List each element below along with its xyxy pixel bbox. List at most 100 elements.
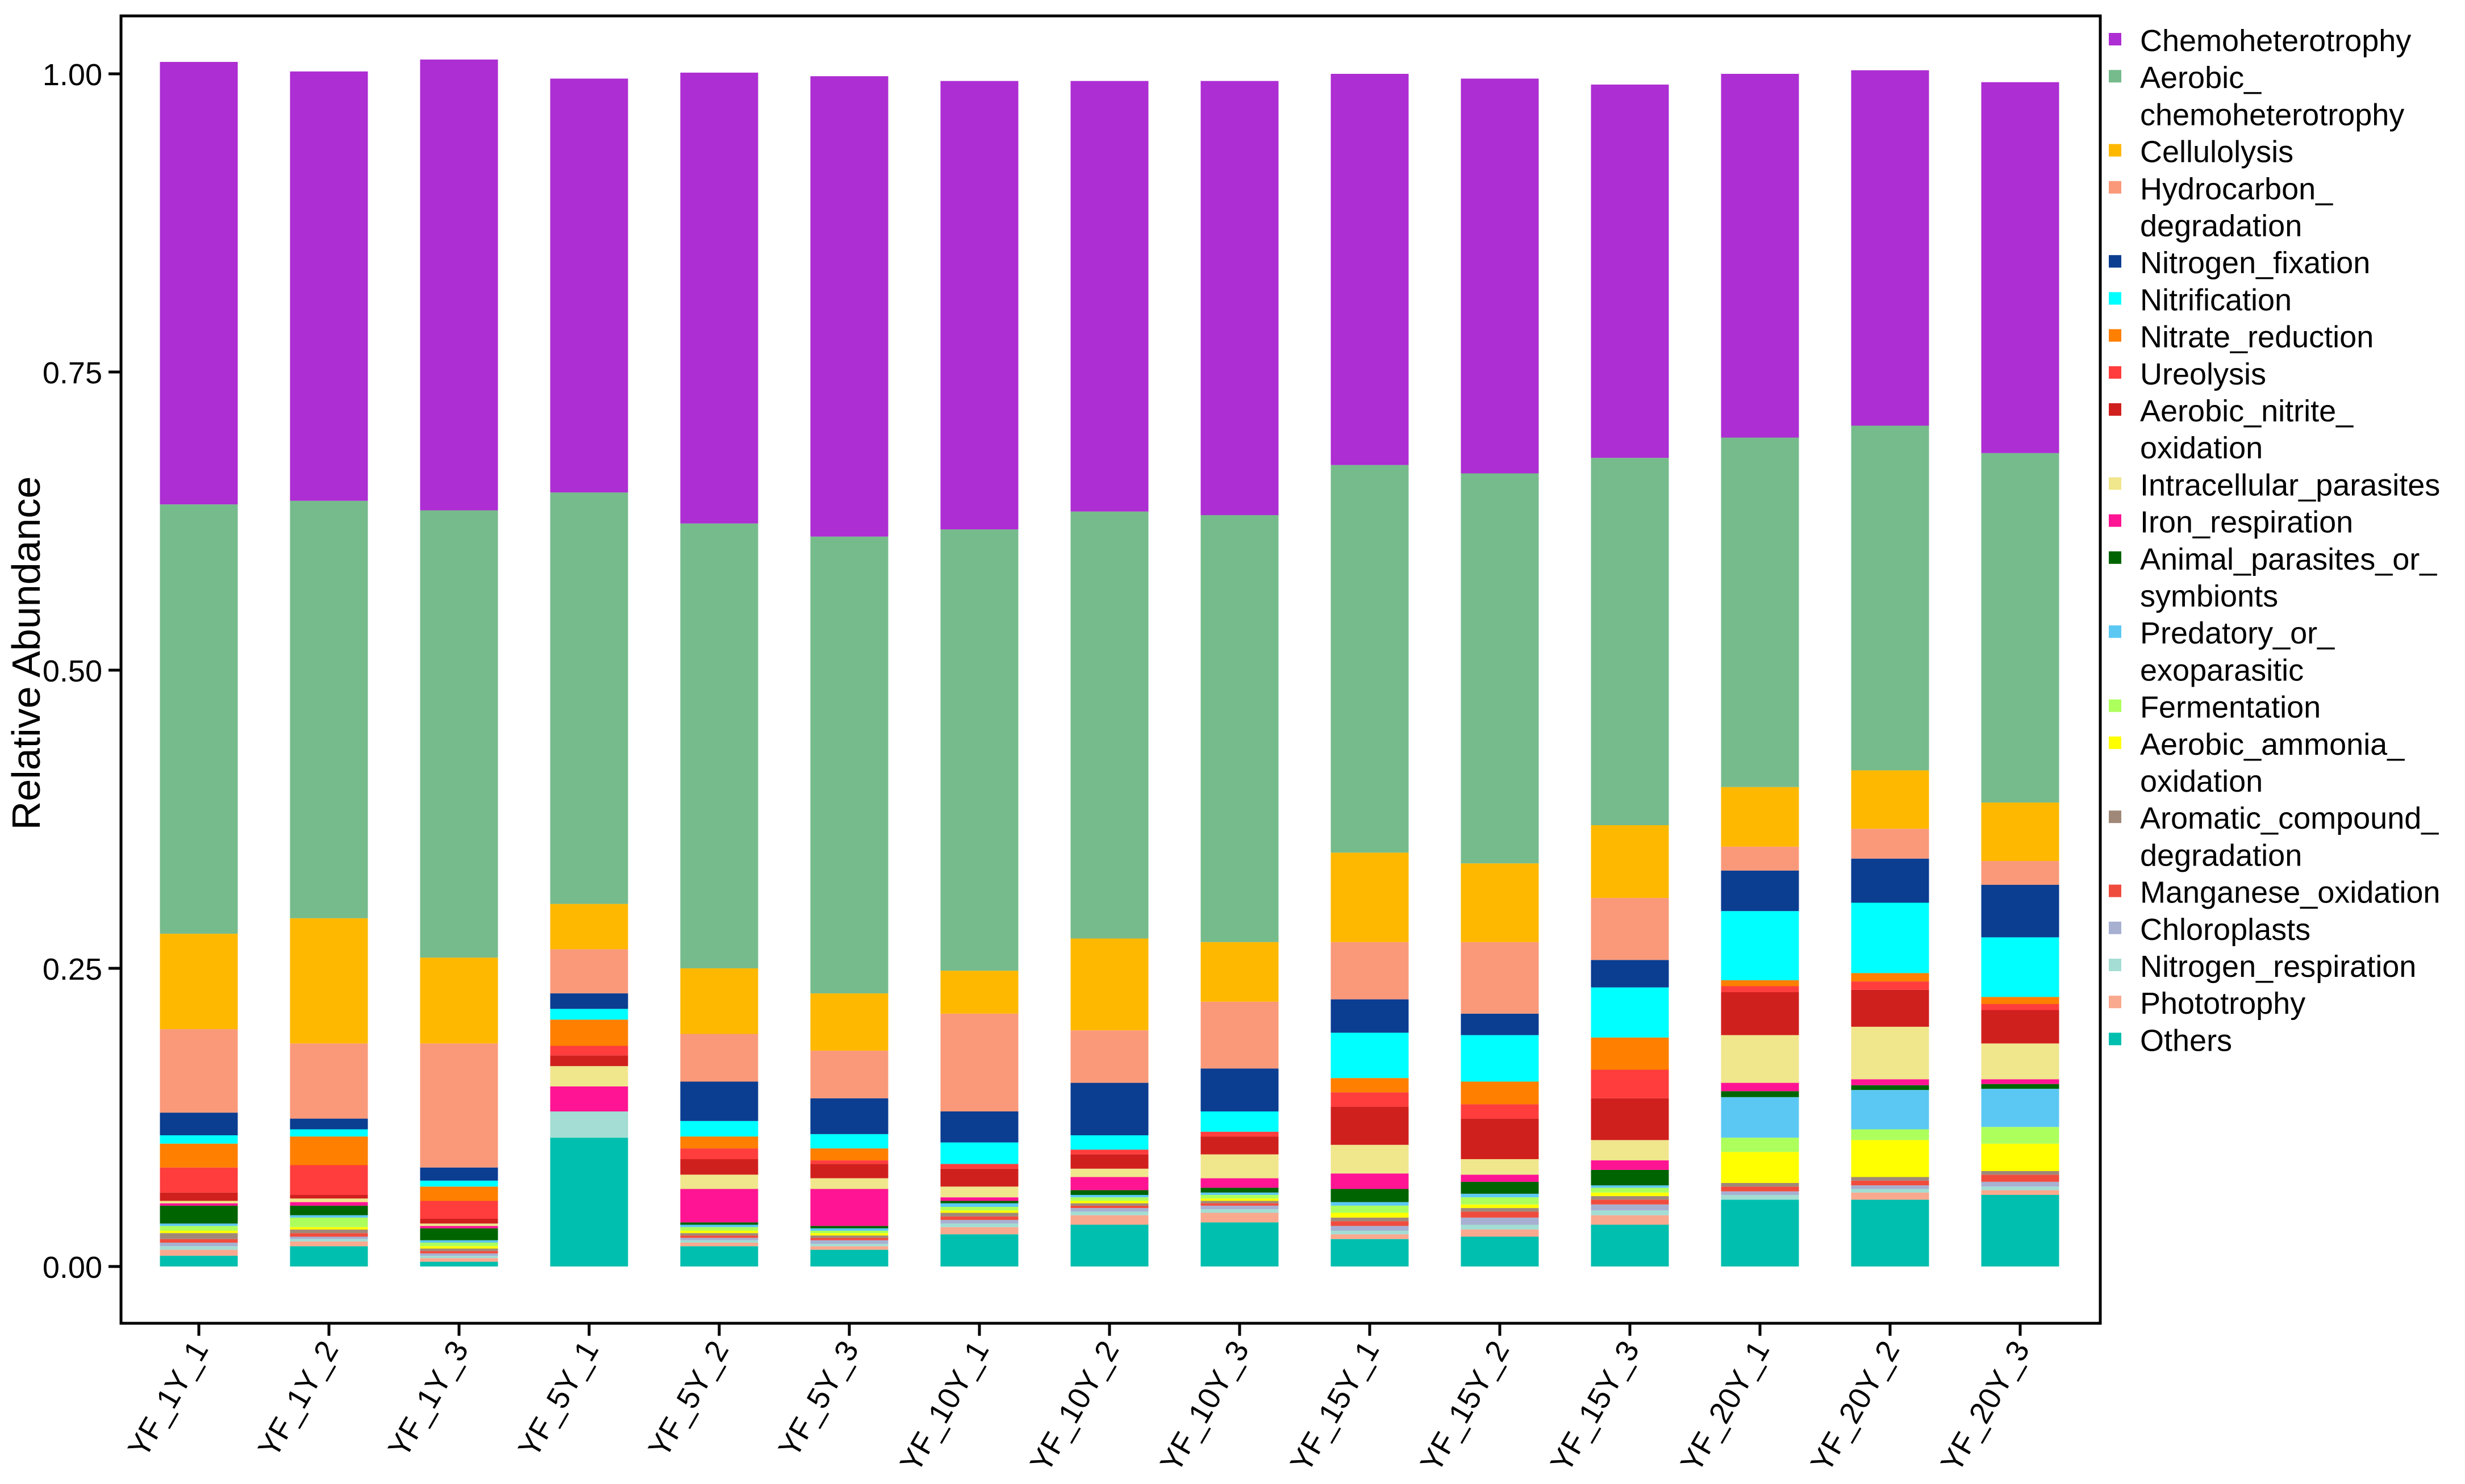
bar-segment-Aromatic_compound_degradation-YF_10Y_3: [1200, 1201, 1279, 1203]
legend-label: Others: [2140, 1023, 2232, 1057]
bar-stack-YF_1Y_2: [290, 71, 368, 1266]
bar-segment-Predatory_or_exoparasitic-YF_1Y_3: [420, 1240, 498, 1243]
bar-segment-Hydrocarbon_degradation-YF_10Y_2: [1070, 1030, 1149, 1083]
bar-segment-Nitrification-YF_20Y_3: [1981, 937, 2059, 997]
bar-segment-Iron_respiration-YF_5Y_1: [550, 1086, 628, 1111]
bar-segment-Nitrification-YF_15Y_1: [1330, 1032, 1409, 1078]
bar-segment-Iron_respiration-YF_15Y_1: [1330, 1173, 1409, 1189]
bar-stack-YF_15Y_1: [1330, 74, 1409, 1266]
bar-segment-Manganese_oxidation-YF_1Y_3: [420, 1251, 498, 1253]
bar-segment-Manganese_oxidation-YF_1Y_1: [160, 1239, 238, 1243]
bar-segment-Fermentation-YF_15Y_1: [1330, 1205, 1409, 1213]
bar-segment-Chloroplasts-YF_5Y_2: [680, 1238, 758, 1240]
bar-segment-Manganese_oxidation-YF_10Y_2: [1070, 1205, 1149, 1209]
bar-segment-Aerobic_chemoheterotrophy-YF_15Y_3: [1591, 458, 1669, 825]
bar-segment-Fermentation-YF_10Y_2: [1070, 1197, 1149, 1201]
bar-segment-Aromatic_compound_degradation-YF_1Y_1: [160, 1233, 238, 1239]
bar-segment-Intracellular_parasites-YF_10Y_2: [1070, 1168, 1149, 1177]
bar-segment-Intracellular_parasites-YF_15Y_1: [1330, 1144, 1409, 1174]
bar-segment-Ureolysis-YF_15Y_1: [1330, 1092, 1409, 1107]
bar-segment-Iron_respiration-YF_15Y_2: [1461, 1174, 1539, 1182]
legend-label: Manganese_oxidation: [2140, 876, 2440, 910]
bar-segment-Nitrification-YF_10Y_3: [1200, 1111, 1279, 1132]
bar-segment-Animal_parasites_or_symbionts-YF_1Y_3: [420, 1228, 498, 1240]
bar-segment-Hydrocarbon_degradation-YF_20Y_2: [1851, 829, 1929, 859]
bar-segment-Nitrification-YF_15Y_3: [1591, 987, 1669, 1038]
bar-segment-Cellulolysis-YF_5Y_3: [810, 993, 889, 1051]
bar-segment-Ureolysis-YF_20Y_2: [1851, 981, 1929, 990]
bar-segment-Nitrogen_fixation-YF_10Y_1: [940, 1111, 1019, 1143]
bar-segment-Cellulolysis-YF_15Y_3: [1591, 825, 1669, 898]
bar-segment-Aromatic_compound_degradation-YF_5Y_2: [680, 1233, 758, 1236]
bar-segment-Aromatic_compound_degradation-YF_10Y_1: [940, 1213, 1019, 1217]
bar-segment-Nitrogen_fixation-YF_20Y_1: [1721, 870, 1799, 912]
bar-segment-Nitrogen_respiration-YF_15Y_2: [1461, 1224, 1539, 1230]
bar-segment-Cellulolysis-YF_5Y_1: [550, 904, 628, 950]
bar-stack-YF_10Y_2: [1070, 81, 1149, 1266]
bar-stack-YF_20Y_1: [1721, 74, 1799, 1266]
plot-frame: [119, 14, 2102, 1325]
bar-segment-Nitrogen_fixation-YF_5Y_1: [550, 993, 628, 1009]
bar-segment-Nitrogen_respiration-YF_5Y_2: [680, 1240, 758, 1243]
bar-segment-Fermentation-YF_10Y_1: [940, 1207, 1019, 1211]
bar-segment-Iron_respiration-YF_10Y_2: [1070, 1177, 1149, 1190]
bar-segment-Others-YF_5Y_1: [550, 1138, 628, 1266]
y-tick-label: 0.25: [43, 952, 102, 986]
bar-segment-Aerobic_nitrite_oxidation-YF_1Y_3: [420, 1219, 498, 1224]
bar-segment-Intracellular_parasites-YF_20Y_3: [1981, 1043, 2059, 1080]
legend-label: Iron_respiration: [2140, 505, 2353, 540]
y-axis: 0.00 0.25 0.50 0.75 1.00: [43, 58, 121, 1285]
bar-segment-Aerobic_ammonia_oxidation-YF_5Y_3: [810, 1233, 889, 1236]
bar-segment-Animal_parasites_or_symbionts-YF_10Y_2: [1070, 1190, 1149, 1195]
bar-segment-Others-YF_20Y_1: [1721, 1199, 1799, 1266]
bar-segment-Ureolysis-YF_15Y_2: [1461, 1104, 1539, 1119]
bar-segment-Chemoheterotrophy-YF_15Y_3: [1591, 84, 1669, 458]
legend-label: Aerobic_ammonia_: [2140, 728, 2405, 762]
bar-segment-Phototrophy-YF_5Y_3: [810, 1246, 889, 1250]
y-tick-label: 0.75: [43, 356, 102, 390]
legend-label: Ureolysis: [2140, 357, 2266, 391]
bar-segment-Aerobic_ammonia_oxidation-YF_5Y_2: [680, 1231, 758, 1234]
bar-segment-Others-YF_1Y_3: [420, 1261, 498, 1266]
bar-segment-Chloroplasts-YF_20Y_2: [1851, 1185, 1929, 1189]
bar-segment-Nitrate_reduction-YF_15Y_3: [1591, 1037, 1669, 1070]
bar-segment-Hydrocarbon_degradation-YF_15Y_3: [1591, 898, 1669, 960]
y-axis-title: Relative Abundance: [4, 476, 48, 830]
bar-segment-Aerobic_chemoheterotrophy-YF_10Y_2: [1070, 511, 1149, 939]
bar-segment-Predatory_or_exoparasitic-YF_15Y_1: [1330, 1202, 1409, 1206]
bar-segment-Nitrogen_fixation-YF_10Y_3: [1200, 1068, 1279, 1111]
bar-segment-Aerobic_chemoheterotrophy-YF_20Y_1: [1721, 437, 1799, 787]
legend-label: Phototrophy: [2140, 986, 2305, 1021]
legend-label: Aerobic_: [2140, 61, 2262, 95]
bar-stack-YF_1Y_1: [160, 62, 238, 1266]
bar-segment-Hydrocarbon_degradation-YF_20Y_1: [1721, 846, 1799, 871]
bar-segment-Hydrocarbon_degradation-YF_10Y_3: [1200, 1001, 1279, 1069]
bar-segment-Aerobic_ammonia_oxidation-YF_1Y_3: [420, 1246, 498, 1249]
bar-segment-Manganese_oxidation-YF_20Y_1: [1721, 1186, 1799, 1192]
legend-swatch-Intracellular_parasites: [2109, 477, 2121, 490]
bar-segment-Fermentation-YF_1Y_1: [160, 1226, 238, 1231]
bar-segment-Animal_parasites_or_symbionts-YF_20Y_1: [1721, 1091, 1799, 1097]
bar-segment-Aerobic_nitrite_oxidation-YF_10Y_3: [1200, 1136, 1279, 1155]
legend-label: Nitrogen_fixation: [2140, 246, 2370, 280]
bar-segment-Cellulolysis-YF_10Y_2: [1070, 938, 1149, 1031]
bar-segment-Chloroplasts-YF_15Y_1: [1330, 1226, 1409, 1231]
bar-segment-Nitrogen_respiration-YF_5Y_3: [810, 1244, 889, 1247]
bar-segment-Aerobic_ammonia_oxidation-YF_15Y_2: [1461, 1204, 1539, 1209]
bar-segment-Ureolysis-YF_10Y_2: [1070, 1149, 1149, 1155]
legend-swatch-Chloroplasts: [2109, 921, 2121, 934]
bar-segment-Nitrogen_fixation-YF_10Y_2: [1070, 1082, 1149, 1135]
legend: ChemoheterotrophyAerobic_chemoheterotrop…: [2109, 24, 2440, 1057]
bar-segment-Others-YF_15Y_1: [1330, 1239, 1409, 1266]
bar-segment-Fermentation-YF_20Y_2: [1851, 1129, 1929, 1140]
bar-segment-Nitrogen_fixation-YF_15Y_2: [1461, 1013, 1539, 1035]
bar-segment-Ureolysis-YF_5Y_2: [680, 1148, 758, 1159]
bar-segment-Intracellular_parasites-YF_15Y_3: [1591, 1140, 1669, 1161]
bar-segment-Nitrogen_fixation-YF_20Y_2: [1851, 858, 1929, 903]
bar-segment-Phototrophy-YF_20Y_3: [1981, 1190, 2059, 1195]
bar-segment-Nitrate_reduction-YF_1Y_3: [420, 1186, 498, 1201]
legend-swatch-Fermentation: [2109, 699, 2121, 712]
legend-swatch-Animal_parasites_or_symbionts: [2109, 551, 2121, 564]
bar-segment-Nitrate_reduction-YF_20Y_2: [1851, 973, 1929, 982]
bar-segment-Manganese_oxidation-YF_20Y_3: [1981, 1174, 2059, 1182]
